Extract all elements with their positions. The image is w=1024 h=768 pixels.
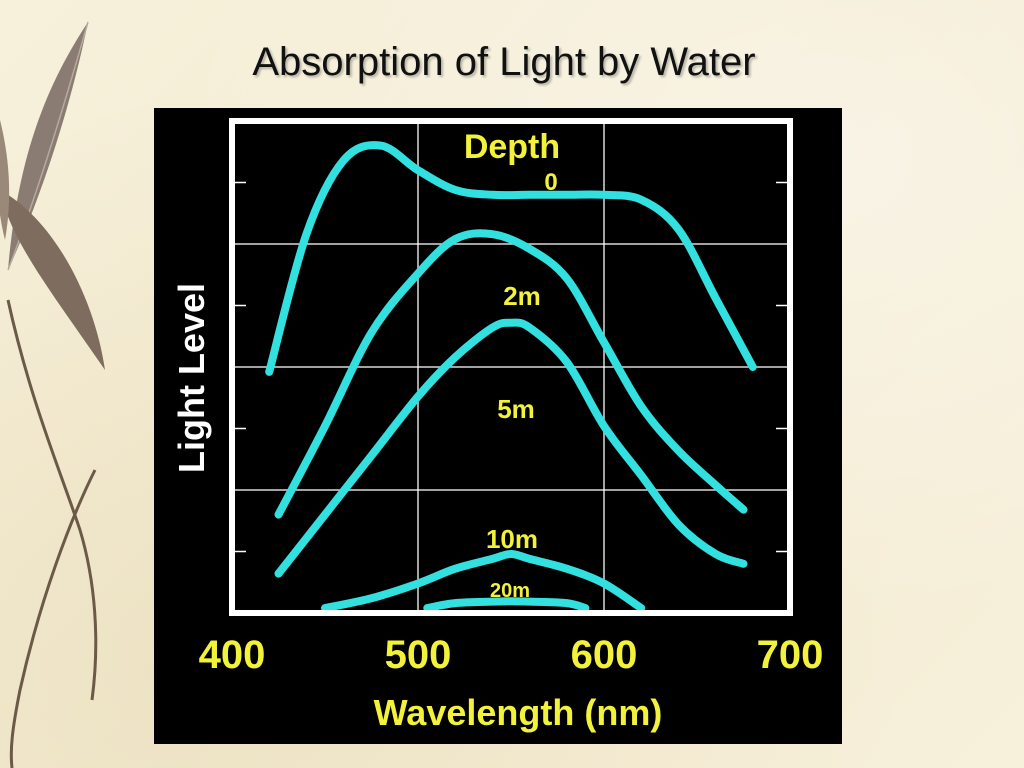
series-line-0 xyxy=(265,141,757,376)
x-axis-label: Wavelength (nm) xyxy=(374,692,663,733)
legend-title: Depth xyxy=(464,128,560,166)
plot-frame xyxy=(229,118,793,616)
slide-title: Absorption of Light by Water xyxy=(252,40,756,84)
series-label-20m: 20m xyxy=(490,580,530,602)
series-label-10m: 10m xyxy=(486,524,538,554)
x-tick-label: 400 xyxy=(199,633,266,677)
series-label-2m: 2m xyxy=(503,281,541,311)
series-line-10m xyxy=(321,549,646,613)
series-label-0: 0 xyxy=(544,169,557,196)
series-line-20m xyxy=(423,597,590,613)
series-line-5m xyxy=(274,318,748,578)
x-tick-label: 500 xyxy=(385,633,452,677)
light-absorption-chart: 0 2m 5m 10m 20m 400 500 600 700 Depth Wavelengt… xyxy=(171,118,824,733)
x-tick-label: 600 xyxy=(571,633,638,677)
chart-panel: 0 2m 5m 10m 20m 400 500 600 700 Depth Wavelengt… xyxy=(154,108,842,744)
leaf-branch-decoration xyxy=(0,21,105,768)
series-label-5m: 5m xyxy=(497,394,535,424)
y-axis-label: Light Level xyxy=(171,283,212,473)
series-line-2m xyxy=(274,229,748,519)
x-tick-label: 700 xyxy=(757,633,824,677)
